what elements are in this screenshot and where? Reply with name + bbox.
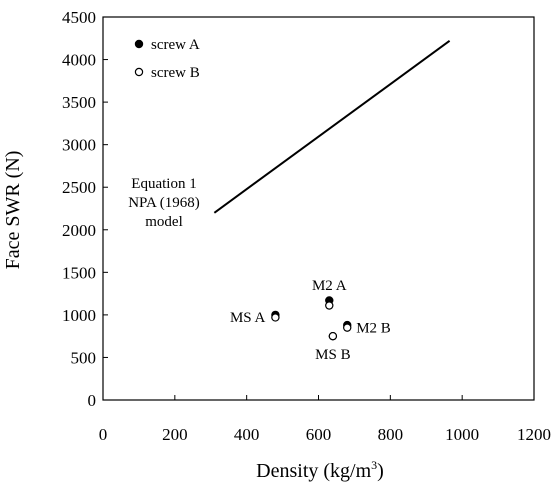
y-tick-label: 3500: [62, 93, 96, 112]
y-tick-label: 0: [88, 391, 97, 410]
point-label: M2 B: [356, 320, 391, 336]
point-labels: MS A M2 A M2 B MS B: [230, 278, 391, 363]
point-screw-b: [328, 331, 338, 341]
y-tick-label: 500: [71, 348, 97, 367]
point-label: MS A: [230, 310, 266, 326]
model-line-group: Equation 1 NPA (1968) model: [128, 40, 451, 230]
x-tick-label: 1000: [445, 425, 479, 444]
point-screw-b: [271, 313, 280, 322]
y-tick-label: 1000: [62, 306, 96, 325]
x-axis-ticks: 0 200 400 600 800 1000 1200: [99, 395, 551, 444]
y-tick-label: 3000: [62, 136, 96, 155]
x-axis-title-close: ): [377, 460, 384, 482]
legend-label: screw A: [151, 37, 200, 53]
model-line: [213, 40, 451, 214]
legend-marker: [134, 39, 144, 49]
legend: screw A screw B: [134, 37, 200, 81]
x-axis-title-superscript: 3: [371, 458, 377, 472]
legend-label: screw B: [151, 65, 200, 81]
x-axis-title-main: Density (kg/m: [256, 460, 371, 482]
y-tick-label: 4500: [62, 8, 96, 27]
data-points: [271, 296, 352, 341]
x-tick-label: 600: [306, 425, 332, 444]
x-tick-label: 800: [378, 425, 404, 444]
legend-marker: [134, 67, 144, 77]
x-tick-label: 200: [162, 425, 188, 444]
point-label: MS B: [315, 347, 350, 363]
point-screw-b: [343, 323, 352, 332]
y-axis-title: Face SWR (N): [2, 151, 24, 270]
x-tick-label: 1200: [517, 425, 551, 444]
x-axis-title: Density (kg/m3): [256, 458, 384, 482]
x-tick-label: 0: [99, 425, 108, 444]
y-tick-label: 1500: [62, 263, 96, 282]
model-label-line: NPA (1968): [128, 195, 200, 211]
y-tick-label: 2000: [62, 221, 96, 240]
point-label: M2 A: [312, 278, 347, 294]
y-tick-label: 4000: [62, 51, 96, 70]
model-label-line: Equation 1: [131, 176, 196, 192]
x-tick-label: 400: [234, 425, 260, 444]
point-screw-b: [325, 301, 334, 310]
y-axis-ticks: 0 500 1000 1500 2000 2500 3000 3500 4000 4500: [62, 8, 108, 410]
model-label-line: model: [145, 214, 183, 230]
y-tick-label: 2500: [62, 178, 96, 197]
